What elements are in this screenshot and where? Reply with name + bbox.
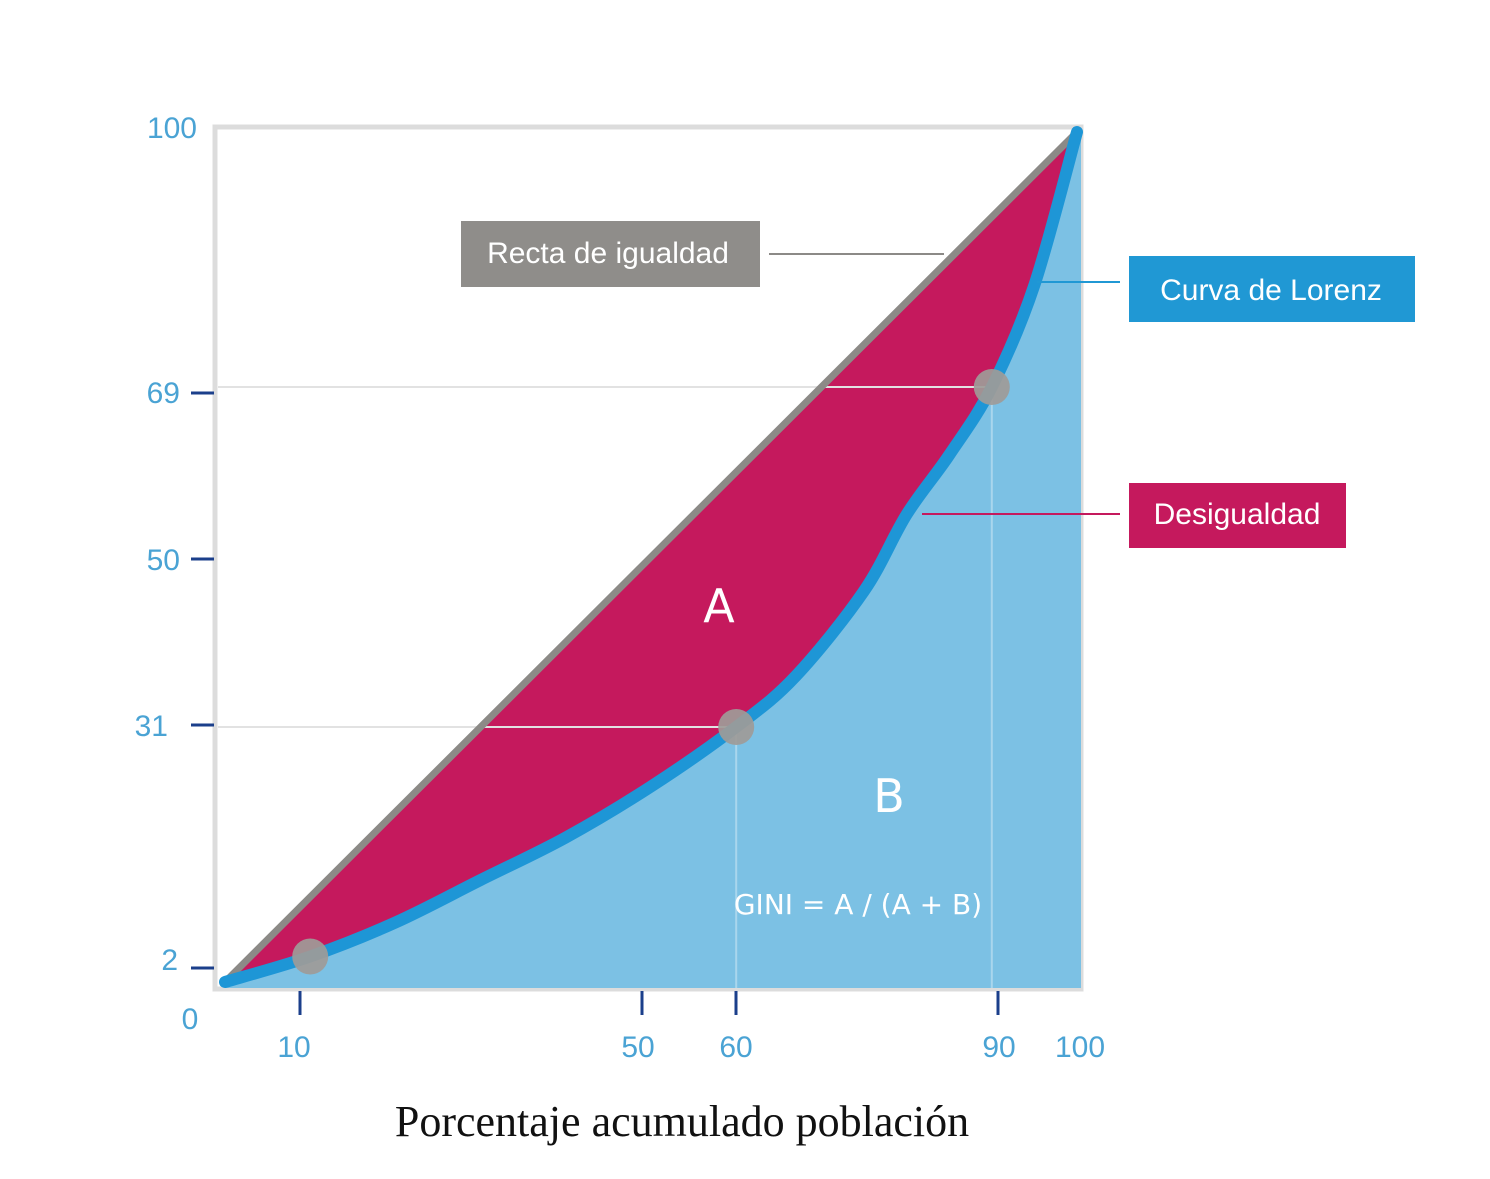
callout-box-inequality: [1129, 483, 1346, 548]
callout-lorenz-label: Curva de Lorenz: [1160, 274, 1382, 307]
x-tick-label-50: 50: [621, 1031, 654, 1064]
y-tick-label-100: 100: [147, 112, 197, 145]
x-tick-label-90: 90: [982, 1031, 1015, 1064]
lorenz-marker-90: [973, 369, 1010, 405]
callout-box-lorenz: [1129, 256, 1415, 322]
y-tick-label-31: 31: [135, 710, 168, 743]
y-tick-label-2: 2: [161, 944, 178, 977]
area-a-label: A: [703, 579, 735, 633]
area-b-fill: [225, 132, 1081, 988]
callout-box-equality: [461, 221, 760, 287]
x-axis-title: Porcentaje acumulado población: [395, 1097, 969, 1146]
lorenz-marker-10: [292, 938, 329, 975]
x-tick-label-100: 100: [1055, 1031, 1105, 1064]
callout-equality-label: Recta de igualdad: [487, 237, 729, 270]
area-b-label: B: [873, 769, 905, 823]
x-tick-label-10: 10: [277, 1031, 310, 1064]
equality-line: [221, 128, 1081, 986]
callout-inequality-label: Desigualdad: [1154, 498, 1321, 531]
gini-formula: GINI = A / (A + B): [734, 888, 982, 921]
y-tick-label-69: 69: [147, 377, 180, 410]
origin-label: 0: [182, 1003, 199, 1036]
lorenz-marker-60: [718, 709, 755, 745]
x-tick-label-60: 60: [719, 1031, 752, 1064]
y-tick-label-50: 50: [147, 544, 180, 577]
